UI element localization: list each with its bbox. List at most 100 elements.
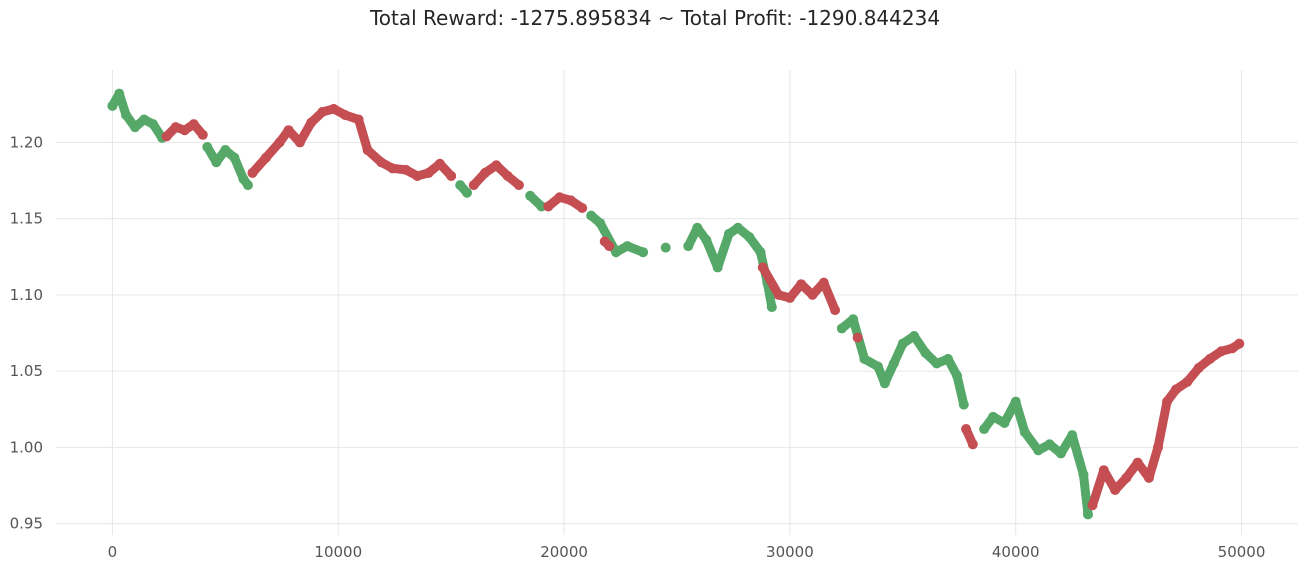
data-point-sell <box>353 114 364 125</box>
data-point-buy <box>1033 445 1044 456</box>
data-point-sell <box>197 129 208 140</box>
data-point-buy <box>942 353 953 364</box>
data-point-buy <box>723 228 734 239</box>
data-point-sell <box>468 180 479 191</box>
data-point-buy <box>455 180 466 191</box>
series-segment-buy <box>713 229 734 272</box>
data-point-buy <box>1067 430 1078 441</box>
data-point-sell <box>1143 472 1154 483</box>
data-point-buy <box>888 358 899 369</box>
data-point-sell <box>328 103 339 114</box>
series-layer <box>107 88 1245 520</box>
data-point-buy <box>595 218 606 229</box>
data-point-sell <box>784 292 795 303</box>
data-point-sell <box>604 241 615 252</box>
data-point-buy <box>638 247 649 258</box>
data-point-buy <box>712 262 723 273</box>
data-point-sell <box>1152 442 1163 453</box>
data-point-buy <box>683 241 694 252</box>
data-point-buy <box>999 417 1010 428</box>
data-point-buy <box>114 88 125 99</box>
data-point-sell <box>796 279 807 290</box>
data-point-sell <box>274 137 285 148</box>
y-tick-label: 1.05 <box>10 362 43 380</box>
series-segment-sell <box>354 115 373 155</box>
x-tick-label: 0 <box>108 543 118 561</box>
data-point-buy <box>909 331 920 342</box>
data-point-buy <box>732 222 743 233</box>
data-point-buy <box>701 234 712 245</box>
data-point-buy <box>148 119 159 130</box>
data-point-sell <box>480 167 491 178</box>
data-point-buy <box>1055 448 1066 459</box>
data-point-sell <box>1182 376 1193 387</box>
data-point-buy <box>660 242 671 253</box>
data-point-sell <box>565 195 576 206</box>
data-point-buy <box>139 114 150 125</box>
data-point-buy <box>1044 439 1055 450</box>
data-point-buy <box>859 353 870 364</box>
y-tick-label: 1.20 <box>10 133 43 151</box>
data-point-sell <box>818 277 829 288</box>
data-point-buy <box>958 399 969 410</box>
x-tick-label: 20000 <box>540 543 588 561</box>
data-point-sell <box>1234 338 1245 349</box>
x-tick-label: 50000 <box>1218 543 1266 561</box>
data-point-buy <box>920 347 931 358</box>
data-point-buy <box>622 241 633 252</box>
y-tick-label: 1.10 <box>10 286 43 304</box>
data-point-buy <box>897 338 908 349</box>
data-point-sell <box>1098 465 1109 476</box>
series-segment-sell <box>1088 465 1109 510</box>
data-point-sell <box>340 109 351 120</box>
data-point-buy <box>931 358 942 369</box>
data-point-sell <box>1193 363 1204 374</box>
data-point-buy <box>611 247 622 258</box>
data-point-buy <box>766 302 777 313</box>
series-segment-sell <box>1153 397 1172 452</box>
data-point-sell <box>412 170 423 181</box>
data-point-buy <box>1078 469 1089 480</box>
data-point-sell <box>1216 346 1227 357</box>
grid-lines <box>56 70 1298 535</box>
data-point-buy <box>1019 427 1030 438</box>
chart-title: Total Reward: -1275.895834 ~ Total Profi… <box>369 6 941 30</box>
data-point-sell <box>261 152 272 163</box>
y-tick-labels: 0.95 1.00 1.05 1.10 1.15 1.20 <box>10 133 43 532</box>
series-segment-buy <box>1011 397 1030 437</box>
data-point-sell <box>830 305 841 316</box>
x-tick-label: 40000 <box>992 543 1040 561</box>
data-point-sell <box>543 201 554 212</box>
data-point-buy <box>988 411 999 422</box>
data-point-buy <box>836 323 847 334</box>
series-segment-buy <box>1067 430 1088 480</box>
data-point-sell <box>188 119 199 130</box>
data-point-buy <box>952 370 963 381</box>
y-tick-label: 0.95 <box>10 515 43 533</box>
data-point-sell <box>161 131 172 142</box>
data-point-sell <box>491 160 502 171</box>
data-point-buy <box>220 145 231 156</box>
y-tick-label: 1.15 <box>10 210 43 228</box>
data-point-sell <box>247 167 258 178</box>
data-point-buy <box>744 231 755 242</box>
data-point-buy <box>586 210 597 221</box>
data-point-sell <box>1171 384 1182 395</box>
data-point-sell <box>294 137 305 148</box>
x-tick-labels: 0 10000 20000 30000 40000 50000 <box>108 543 1266 561</box>
data-point-sell <box>170 122 181 133</box>
series-buy <box>107 88 1093 520</box>
data-point-sell <box>1110 485 1121 496</box>
data-point-buy <box>211 157 222 168</box>
data-point-sell <box>577 202 588 213</box>
data-point-sell <box>179 125 190 136</box>
data-point-buy <box>202 141 213 152</box>
data-point-sell <box>773 289 784 300</box>
data-point-buy <box>848 314 859 325</box>
data-point-buy <box>130 122 141 133</box>
data-point-sell <box>1132 457 1143 468</box>
series-segment-sell <box>1144 442 1163 483</box>
data-point-sell <box>807 289 818 300</box>
x-tick-label: 10000 <box>314 543 362 561</box>
